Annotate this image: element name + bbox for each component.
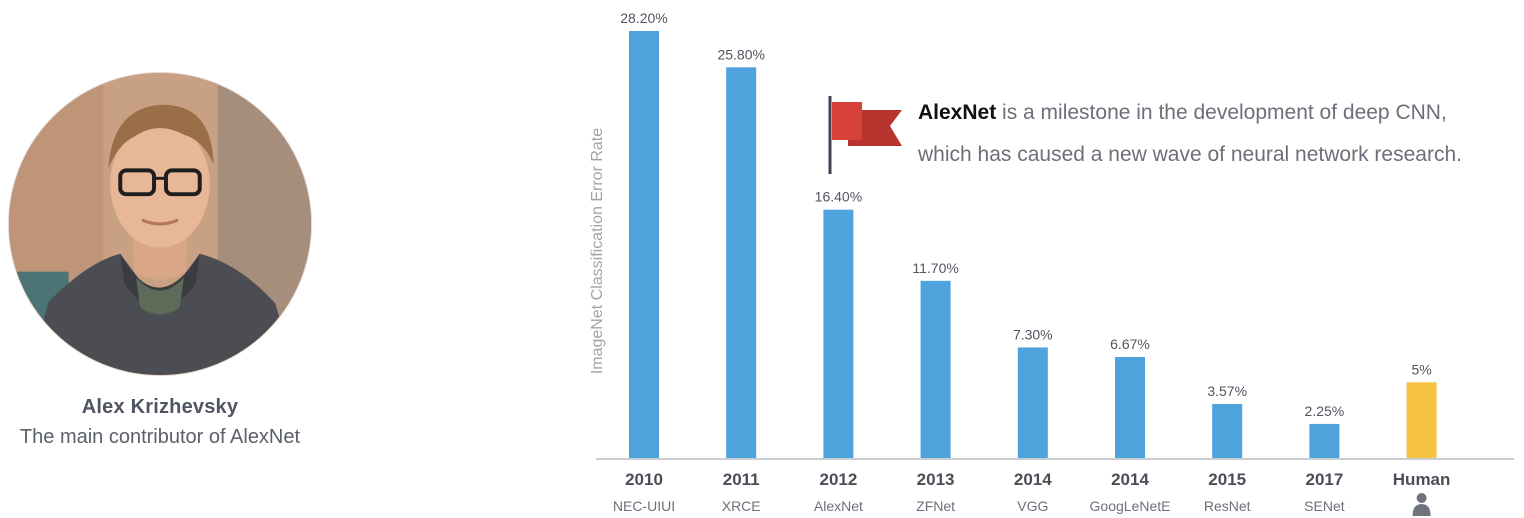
subcategory-label-5: GoogLeNetE [1090,498,1171,514]
value-label-7: 2.25% [1305,403,1345,419]
bar-plot: 28.20% 2010 NEC-UIUI 25.80% 2011 XRCE 16.40% 20… [596,10,1514,516]
subcategory-label-6: ResNet [1204,498,1251,514]
value-label-5: 6.67% [1110,336,1150,352]
annotation-line-2: which has caused a new wave of neural ne… [918,143,1462,166]
value-label-6: 3.57% [1207,383,1247,399]
bar-4 [1017,347,1048,458]
user-icon-body [1412,504,1431,516]
value-label-4: 7.30% [1013,326,1053,342]
bar-3 [920,280,951,458]
category-label-0: 2010 [625,470,663,489]
bar-2 [823,209,854,458]
subcategory-label-7: SENet [1304,498,1345,514]
annotation-text: AlexNet is a milestone in the developmen… [918,92,1518,176]
subcategory-label-0: NEC-UIUI [613,498,675,514]
subcategory-label-2: AlexNet [814,498,863,514]
bar-0 [629,31,659,458]
category-label-3: 2013 [917,470,955,489]
user-icon-head [1416,493,1427,503]
value-label-8: 5% [1411,361,1431,377]
subcategory-label-4: VGG [1017,498,1048,514]
profile-name: Alex Krizhevsky [81,396,239,418]
value-label-3: 11.70% [912,260,958,276]
bar-7 [1309,423,1340,458]
subcategory-label-3: ZFNet [916,498,955,514]
subcategory-label-1: XRCE [722,498,761,514]
bar-8 [1406,382,1437,458]
category-label-8: Human [1393,470,1451,489]
category-label-4: 2014 [1014,470,1052,489]
category-label-7: 2017 [1305,470,1343,489]
category-label-6: 2015 [1208,470,1246,489]
value-label-0: 28.20% [620,10,667,26]
avatar [8,72,312,376]
user-icon [1412,493,1431,516]
category-label-5: 2014 [1111,470,1149,489]
value-label-2: 16.40% [815,189,862,205]
bar-1 [726,67,757,458]
bar-6 [1212,403,1243,458]
value-label-1: 25.80% [717,46,764,62]
annotation-line-1-rest: is a milestone in the development of dee… [996,101,1447,124]
bar-5 [1115,357,1145,458]
avatar-portrait [9,73,311,375]
category-label-2: 2012 [819,470,857,489]
error-rate-chart: ImageNet Classification Error Rate 28.20… [560,0,1524,518]
category-label-1: 2011 [723,470,760,489]
flag-icon [828,96,902,174]
profile-caption: The main contributor of AlexNet [19,426,301,448]
profile-card: Alex Krizhevsky The main contributor of … [0,0,330,518]
annotation-highlight: AlexNet [918,101,997,124]
annotation-line-1: AlexNet is a milestone in the developmen… [918,92,1518,134]
